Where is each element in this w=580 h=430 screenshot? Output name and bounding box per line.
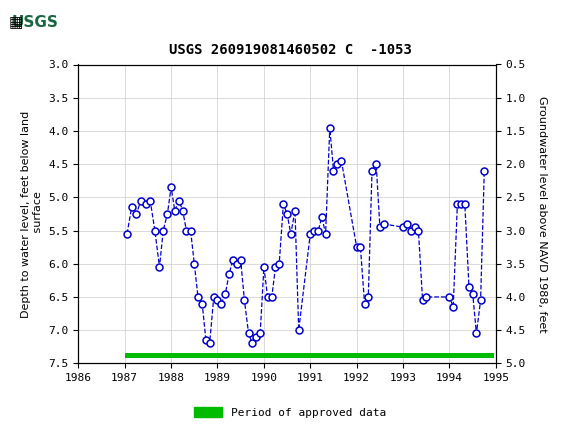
Bar <box>6 3 87 42</box>
Y-axis label: Depth to water level, feet below land
 surface: Depth to water level, feet below land su… <box>21 111 43 317</box>
Text: USGS 260919081460502 C  -1053: USGS 260919081460502 C -1053 <box>169 43 411 57</box>
Bar <box>125 353 494 358</box>
Legend: Period of approved data: Period of approved data <box>190 403 390 422</box>
Y-axis label: Groundwater level above NAVD 1988, feet: Groundwater level above NAVD 1988, feet <box>536 95 547 332</box>
Text: USGS: USGS <box>12 15 59 30</box>
Text: ▦: ▦ <box>9 15 23 30</box>
